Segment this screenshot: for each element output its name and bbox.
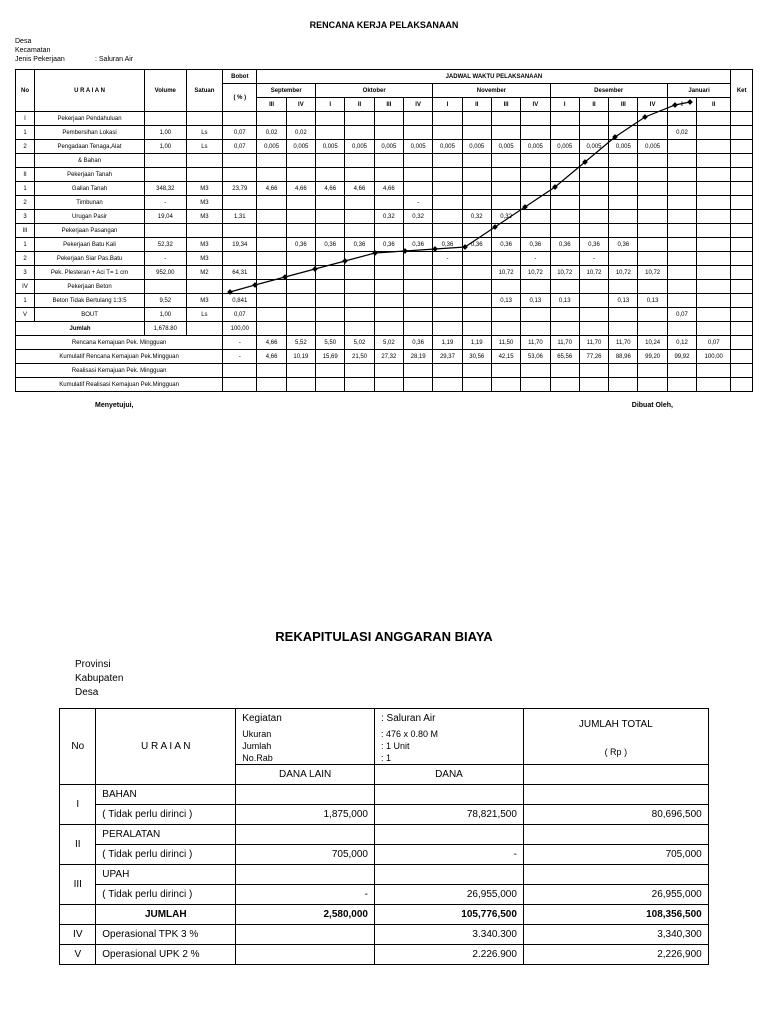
schedule-table: No U R A I A N Volume Satuan Bobot JADWA… <box>15 69 753 392</box>
meta-kec: Kecamatan <box>15 47 753 54</box>
meta2-kab: Kabupaten <box>75 673 753 684</box>
budget-table: No U R A I A N Kegiatan : Saluran Air JU… <box>59 708 708 965</box>
signature-row: Menyetujui, Dibuat Oleh, <box>15 402 753 409</box>
doc2-title: REKAPITULASI ANGGARAN BIAYA <box>15 629 753 644</box>
meta-jenis: Jenis Pekerjaan: Saluran Air <box>15 56 753 63</box>
meta2-prov: Provinsi <box>75 659 753 670</box>
meta-desa: Desa <box>15 38 753 45</box>
doc1-title: RENCANA KERJA PELAKSANAAN <box>15 20 753 30</box>
meta2-desa: Desa <box>75 687 753 698</box>
